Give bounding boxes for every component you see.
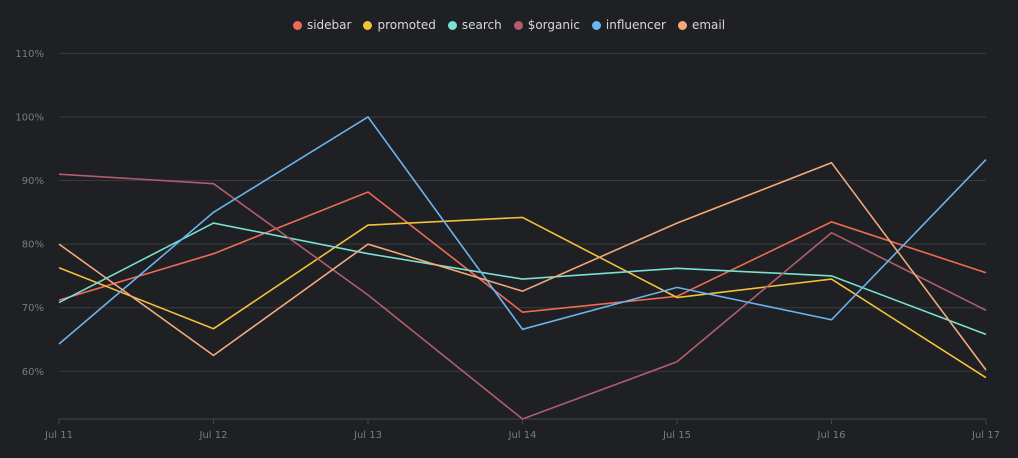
series-line-sidebar (58, 191, 987, 314)
legend-swatch (513, 20, 523, 30)
legend-label: $organic (527, 18, 580, 32)
legend-swatch (677, 20, 687, 30)
y-tick-label: 90% (22, 176, 44, 187)
legend-item[interactable]: promoted (363, 18, 436, 32)
series-line-search (58, 222, 987, 336)
series-line-influencer (58, 115, 987, 345)
legend-item[interactable]: sidebar (292, 18, 352, 32)
legend-item[interactable]: search (447, 18, 502, 32)
x-tick-label: Jul 13 (353, 430, 382, 441)
legend-label: search (461, 18, 502, 32)
x-tick-label: Jul 11 (44, 430, 73, 441)
legend-swatch (363, 20, 373, 30)
series-line-email (58, 161, 987, 371)
x-tick-label: Jul 16 (817, 430, 846, 441)
legend-swatch (292, 20, 302, 30)
legend-item[interactable]: influencer (591, 18, 666, 32)
x-tick-label: Jul 15 (662, 430, 691, 441)
y-tick-label: 70% (22, 303, 44, 314)
series-line-organic (58, 173, 987, 420)
y-tick-label: 60% (22, 367, 44, 378)
x-tick-label: Jul 17 (971, 430, 1000, 441)
legend-item[interactable]: $organic (513, 18, 580, 32)
legend-label: influencer (605, 18, 666, 32)
legend-swatch (591, 20, 601, 30)
y-tick-label: 100% (15, 112, 44, 123)
legend-item[interactable]: email (677, 18, 726, 32)
x-tick-label: Jul 14 (508, 430, 537, 441)
y-tick-label: 80% (22, 240, 44, 251)
x-tick-label: Jul 12 (199, 430, 228, 441)
y-tick-label: 110% (15, 49, 44, 60)
series-line-promoted (58, 216, 987, 379)
legend-label: email (691, 18, 726, 32)
chart-legend: sidebar promoted search $organic influencer e… (0, 18, 1018, 32)
legend-swatch (447, 20, 457, 30)
legend-label: sidebar (306, 18, 352, 32)
legend-label: promoted (377, 18, 436, 32)
